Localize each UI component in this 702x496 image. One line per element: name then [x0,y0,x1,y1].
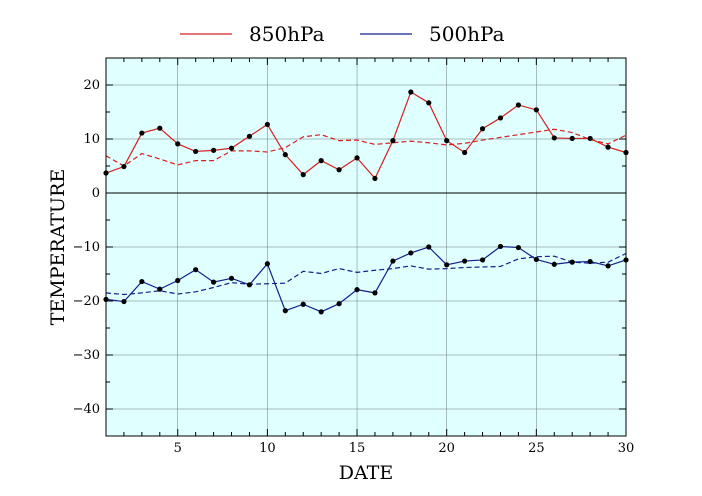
data-point-2 [372,290,378,296]
data-point-0 [264,121,270,128]
data-point-0 [336,167,342,173]
y-tick-label: −20 [73,294,100,309]
series-line-2 [105,245,627,313]
data-point-0 [462,149,468,156]
data-point-0 [444,138,450,144]
data-point-2 [228,275,235,281]
series-line-3 [105,252,627,296]
axis-ticks [105,57,627,437]
x-tick-label: 10 [259,441,276,456]
y-tick-label: −40 [73,402,100,417]
data-point-2 [157,286,163,292]
data-point-2 [264,261,270,267]
data-point-2 [587,258,593,265]
data-point-0 [426,100,432,106]
data-point-0 [246,133,253,139]
data-point-2 [139,278,145,285]
data-point-0 [551,135,557,141]
y-tick-label: −10 [73,240,100,255]
data-point-0 [193,148,199,155]
tick-labels: 5 10 15 20 25 30 20 10 0 −10 −20 −30 −40 [73,78,635,456]
data-point-2 [479,257,486,263]
data-point-2 [426,244,432,250]
data-point-2 [354,287,360,293]
data-point-2 [336,301,342,307]
data-point-2 [193,267,199,273]
data-point-0 [390,138,396,144]
data-point-0 [497,115,504,121]
data-point-0 [139,130,145,136]
data-point-0 [210,147,217,153]
data-point-2 [533,256,539,263]
y-tick-label: 0 [92,186,100,201]
data-point-0 [605,144,611,150]
y-axis-title: TEMPERATURE [47,169,69,326]
data-point-0 [408,89,414,95]
data-point-2 [121,298,127,305]
y-tick-label: −30 [73,348,100,363]
data-point-2 [246,282,253,288]
data-point-2 [497,243,504,250]
data-point-0 [587,135,593,142]
legend: 850hPa 500hPa [180,22,505,46]
data-point-0 [121,163,127,170]
data-point-0 [300,172,306,178]
legend-label-850hpa: 850hPa [249,22,325,46]
data-point-2 [515,244,522,251]
grid [106,58,626,436]
x-tick-label: 15 [349,441,366,456]
data-point-2 [462,258,468,264]
y-tick-label: 20 [83,78,100,93]
data-point-2 [300,301,306,307]
y-tick-label: 10 [83,132,100,147]
series-line-0 [105,91,627,180]
data-point-0 [372,175,378,182]
series-layer [103,89,629,315]
data-point-0 [318,158,324,164]
data-point-0 [282,152,288,158]
data-point-0 [157,125,163,131]
data-point-2 [175,277,181,284]
data-point-2 [569,259,575,265]
x-axis-title: DATE [339,462,393,484]
data-point-0 [175,141,181,147]
data-point-2 [605,263,611,269]
data-point-0 [354,155,360,161]
legend-label-500hpa: 500hPa [429,22,505,46]
data-point-2 [210,279,217,285]
data-point-0 [569,135,575,142]
x-tick-label: 20 [438,441,455,456]
series-line-1 [105,128,627,167]
data-point-0 [515,102,522,108]
x-tick-label: 30 [618,441,635,456]
data-point-2 [408,250,414,256]
data-point-2 [318,309,324,315]
data-point-0 [228,145,235,151]
data-point-2 [282,308,288,314]
data-point-0 [533,107,539,113]
x-tick-label: 25 [528,441,545,456]
x-tick-label: 5 [174,441,182,456]
data-point-2 [551,261,557,267]
data-point-2 [390,258,396,264]
data-point-2 [444,262,450,268]
data-point-0 [479,126,486,132]
